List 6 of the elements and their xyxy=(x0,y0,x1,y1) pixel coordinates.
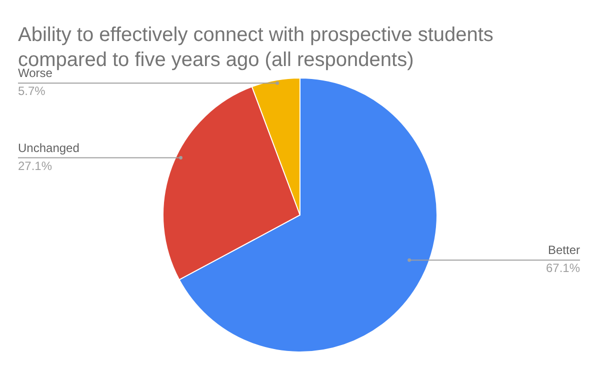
data-label: 67.1% xyxy=(546,261,580,276)
slice-label: Unchanged xyxy=(18,140,80,155)
data-label: 27.1% xyxy=(18,158,52,173)
slice-label: Better xyxy=(548,243,580,258)
slice-label: Worse xyxy=(18,66,53,80)
data-label: 5.7% xyxy=(18,84,46,98)
